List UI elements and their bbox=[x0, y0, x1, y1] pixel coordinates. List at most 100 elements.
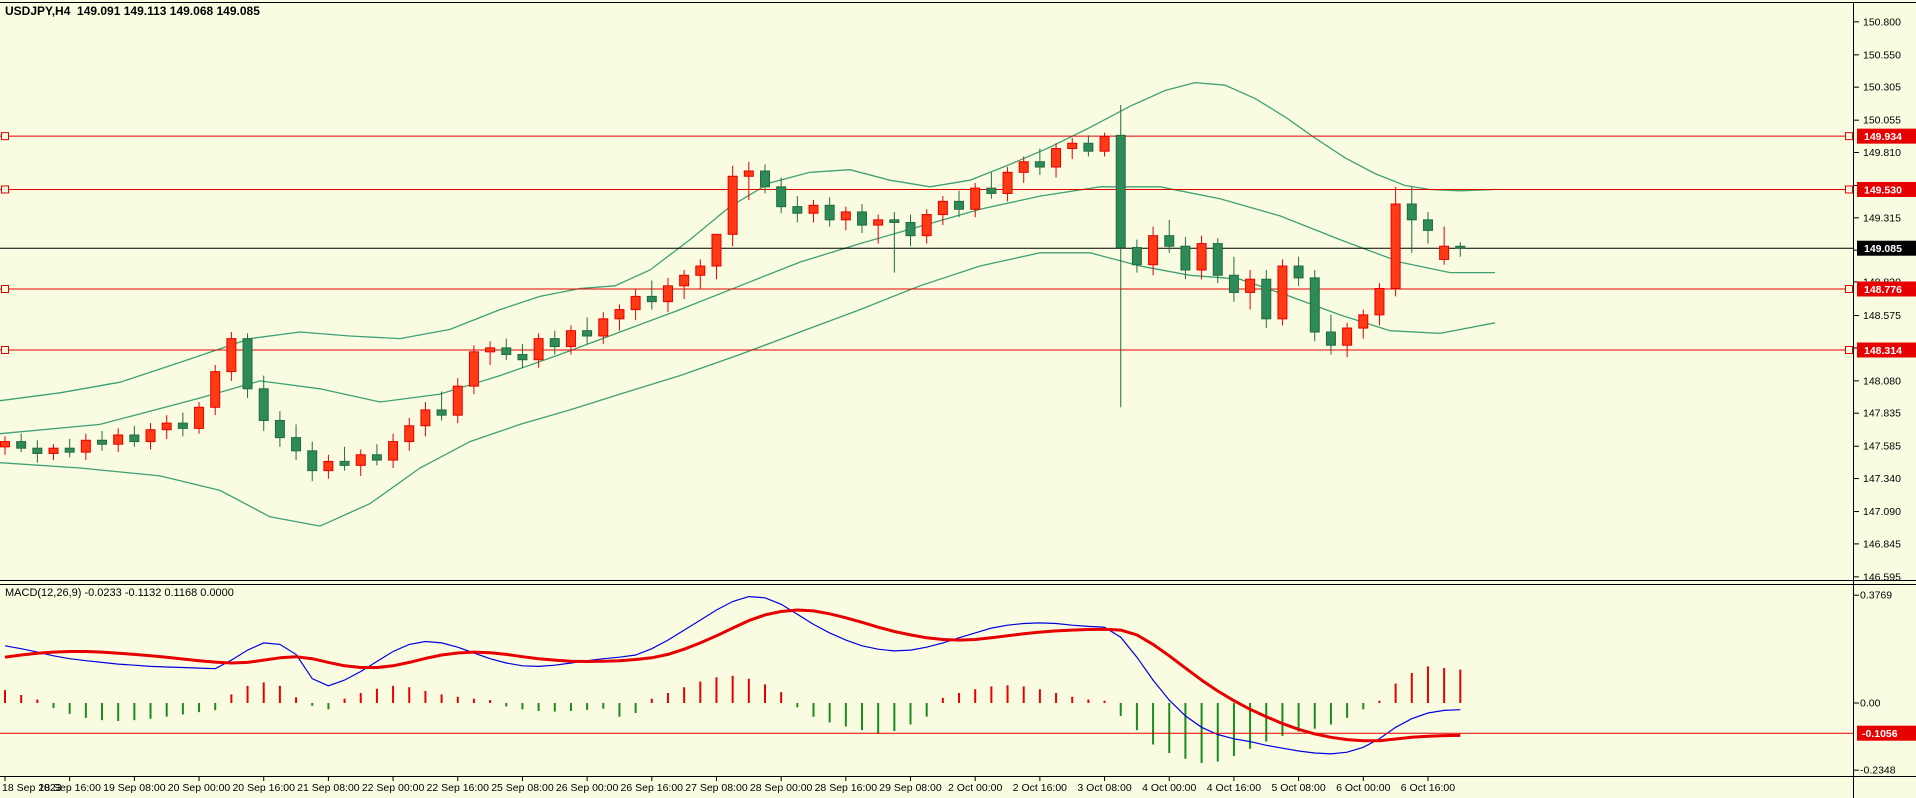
time-tick-label: 6 Oct 00:00 bbox=[1336, 782, 1390, 794]
time-tick-label: 22 Sep 16:00 bbox=[427, 782, 490, 794]
time-tick-label: 22 Sep 00:00 bbox=[362, 782, 425, 794]
candle bbox=[533, 338, 544, 361]
line-handle[interactable] bbox=[1, 345, 9, 354]
bollinger-band-upper bbox=[0, 81, 1496, 402]
candle bbox=[1131, 247, 1142, 266]
candle bbox=[323, 460, 334, 472]
candle bbox=[840, 211, 851, 221]
price-line-label-text: 148.776 bbox=[1864, 284, 1902, 296]
price-line-labels: 149.934 149.530 148.776 148.314 149.085 -0.10… bbox=[1857, 128, 1916, 741]
time-tick-label: 25 Sep 08:00 bbox=[491, 782, 554, 794]
panel-splitter-handle[interactable] bbox=[0, 578, 1916, 587]
line-handle[interactable] bbox=[1845, 185, 1853, 194]
price-line-label[interactable] bbox=[1857, 342, 1916, 358]
candle bbox=[743, 170, 754, 177]
price-line-label[interactable] bbox=[1857, 281, 1916, 297]
candle bbox=[905, 221, 916, 237]
candle bbox=[177, 422, 188, 429]
macd-indicator-label: MACD(12,26,9) -0.0233 -0.1132 0.1168 0.0… bbox=[5, 587, 234, 599]
price-tick-label: 147.090 bbox=[1863, 506, 1901, 518]
candle bbox=[1051, 148, 1062, 168]
price-tick-label: 149.315 bbox=[1863, 212, 1901, 224]
candle bbox=[646, 295, 657, 303]
candle bbox=[1180, 245, 1191, 271]
candle bbox=[97, 439, 108, 445]
candle bbox=[274, 419, 285, 439]
price-tick-label: 150.800 bbox=[1863, 16, 1901, 28]
candle bbox=[1374, 287, 1385, 316]
candle bbox=[1358, 314, 1369, 329]
macd-main-line bbox=[4, 595, 1461, 755]
candle bbox=[501, 347, 512, 355]
candle bbox=[954, 200, 965, 210]
candle bbox=[307, 450, 318, 472]
price-line-label[interactable] bbox=[1857, 128, 1916, 144]
candle bbox=[242, 338, 253, 390]
candle bbox=[436, 409, 447, 416]
candle bbox=[420, 409, 431, 427]
candle bbox=[1148, 235, 1159, 266]
price-tick-label: 150.550 bbox=[1863, 49, 1901, 61]
line-handle[interactable] bbox=[1845, 285, 1853, 293]
candle bbox=[258, 388, 269, 421]
candle bbox=[1261, 278, 1272, 320]
candle bbox=[1228, 274, 1239, 293]
line-handle[interactable] bbox=[1845, 132, 1853, 141]
macd-signal-line bbox=[4, 608, 1461, 743]
price-tick-label: 147.585 bbox=[1863, 441, 1901, 453]
price-scale[interactable]: 150.800 150.550 150.305 150.055 149.810 149.5… bbox=[1853, 16, 1901, 583]
bollinger-band-middle bbox=[0, 186, 1495, 435]
price-tick-label: 147.340 bbox=[1863, 473, 1901, 485]
candle bbox=[1083, 142, 1094, 152]
candle bbox=[776, 186, 787, 208]
candle bbox=[1406, 203, 1417, 221]
candle bbox=[711, 233, 722, 267]
candle bbox=[1164, 235, 1175, 247]
time-tick-label: 4 Oct 00:00 bbox=[1142, 782, 1196, 794]
line-handle[interactable] bbox=[1, 285, 9, 293]
price-tick-label: 150.305 bbox=[1863, 82, 1901, 94]
time-tick-label: 18 Sep 2023 bbox=[2, 782, 62, 794]
price-tick-label: 150.055 bbox=[1863, 115, 1901, 127]
candle bbox=[695, 265, 706, 276]
macd-tick-label: 0.3769 bbox=[1860, 590, 1892, 602]
line-handle[interactable] bbox=[1, 132, 9, 141]
candle bbox=[565, 330, 576, 348]
candle bbox=[32, 447, 43, 454]
macd-scale[interactable]: 0.3769 0.00 -0.2348 bbox=[1853, 590, 1896, 777]
price-tick-label: 148.575 bbox=[1863, 310, 1901, 322]
candle bbox=[291, 437, 302, 452]
macd-indicator bbox=[0, 595, 1853, 764]
line-handle[interactable] bbox=[1, 185, 9, 194]
bid-price-label[interactable] bbox=[1857, 240, 1916, 256]
price-line-label[interactable] bbox=[1857, 181, 1916, 197]
time-tick-label: 26 Sep 16:00 bbox=[621, 782, 684, 794]
macd-tick-label: 0.00 bbox=[1860, 698, 1881, 710]
candle bbox=[921, 214, 932, 237]
price-tick-label: 147.835 bbox=[1863, 408, 1901, 420]
line-handle[interactable] bbox=[1845, 345, 1853, 354]
candle bbox=[1325, 331, 1336, 346]
candle bbox=[1293, 265, 1304, 279]
horizontal-price-lines[interactable] bbox=[0, 132, 1853, 354]
candle bbox=[630, 295, 641, 311]
candle bbox=[1245, 278, 1256, 293]
time-tick-label: 6 Oct 16:00 bbox=[1401, 782, 1455, 794]
time-tick-label: 27 Sep 08:00 bbox=[685, 782, 748, 794]
candle bbox=[1018, 161, 1029, 173]
candle bbox=[824, 204, 835, 221]
price-line-label-text: 148.314 bbox=[1864, 345, 1902, 357]
time-tick-label: 29 Sep 08:00 bbox=[879, 782, 942, 794]
time-tick-label: 28 Sep 00:00 bbox=[750, 782, 813, 794]
candle bbox=[1455, 245, 1466, 249]
time-tick-label: 3 Oct 08:00 bbox=[1077, 782, 1131, 794]
candle bbox=[1196, 243, 1207, 271]
macd-line-label[interactable] bbox=[1857, 725, 1916, 741]
candle bbox=[113, 434, 124, 445]
candle bbox=[517, 353, 528, 361]
time-tick-label: 18 Sep 16:00 bbox=[38, 782, 101, 794]
candle bbox=[937, 200, 948, 216]
